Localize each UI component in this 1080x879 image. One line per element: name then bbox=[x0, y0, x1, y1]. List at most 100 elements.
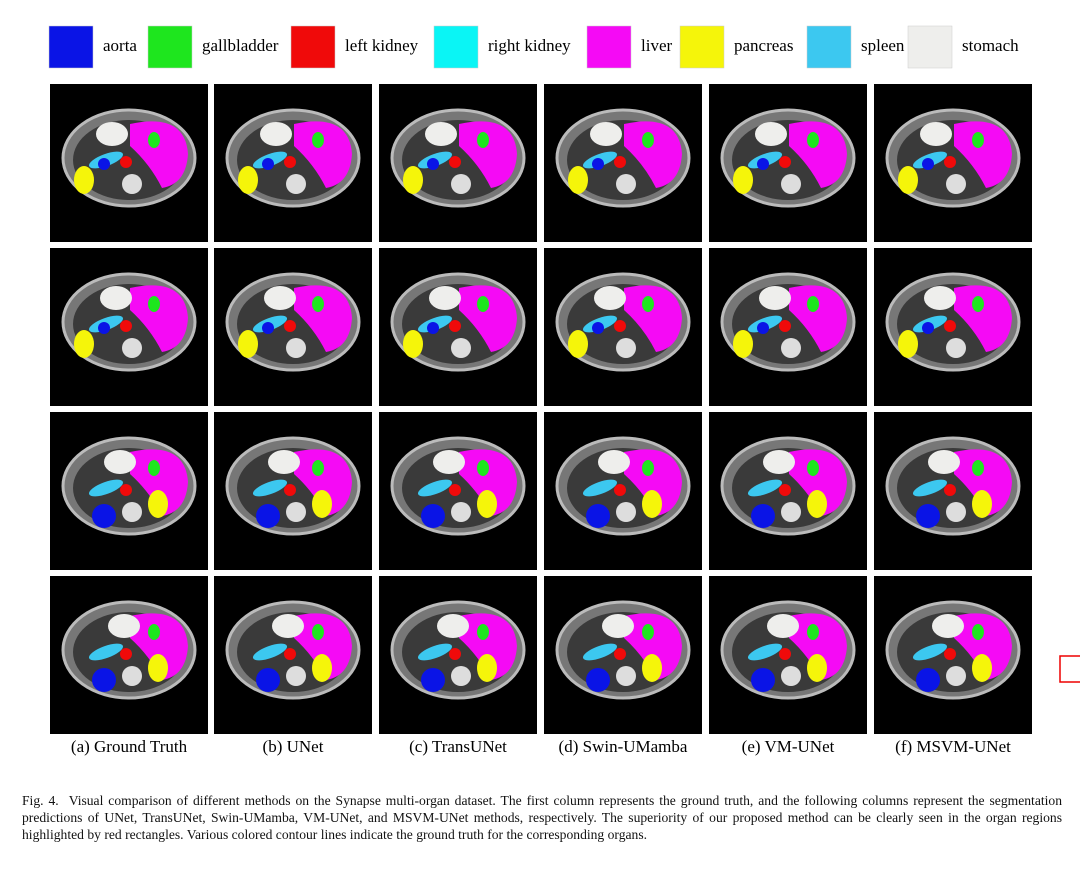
organ-aorta bbox=[427, 322, 439, 334]
organ-kidney bbox=[779, 156, 791, 168]
organ-liver bbox=[954, 121, 1012, 188]
organ-stomach bbox=[924, 286, 956, 310]
organ-aorta bbox=[256, 668, 280, 692]
organ-stomach bbox=[429, 286, 461, 310]
spine bbox=[451, 338, 471, 358]
organ-pancreas bbox=[312, 490, 332, 518]
organ-spleen bbox=[747, 479, 783, 497]
organ-kidney bbox=[120, 320, 132, 332]
ct-image bbox=[709, 412, 1000, 570]
legend-swatch bbox=[147, 25, 193, 69]
organ-kidney bbox=[614, 648, 626, 660]
legend-swatch bbox=[48, 25, 94, 69]
organ-stomach bbox=[108, 614, 140, 638]
organ-stomach bbox=[759, 286, 791, 310]
organ-spleen bbox=[417, 479, 453, 497]
organ-kidney bbox=[614, 156, 626, 168]
organ-stomach bbox=[260, 122, 292, 146]
ct-image bbox=[709, 84, 982, 242]
spine bbox=[781, 666, 801, 686]
spine bbox=[451, 174, 471, 194]
organ-stomach bbox=[590, 122, 622, 146]
organ-spleen bbox=[417, 643, 453, 661]
organ-gallbladder bbox=[477, 624, 489, 640]
caption-label: Fig. 4. bbox=[22, 793, 59, 808]
legend-label: spleen bbox=[861, 36, 905, 55]
organ-liver bbox=[459, 285, 517, 352]
spine bbox=[286, 666, 306, 686]
organ-aorta bbox=[592, 322, 604, 334]
spine bbox=[946, 666, 966, 686]
highlight-box bbox=[1059, 655, 1080, 683]
column-label: (f) MSVM-UNet bbox=[895, 737, 1011, 756]
organ-stomach bbox=[602, 614, 634, 638]
organ-aorta bbox=[586, 668, 610, 692]
spine bbox=[781, 502, 801, 522]
organ-pancreas bbox=[74, 330, 94, 358]
organ-aorta bbox=[757, 158, 769, 170]
legend-swatch bbox=[586, 25, 632, 69]
spine bbox=[451, 666, 471, 686]
organ-pancreas bbox=[568, 330, 588, 358]
organ-kidney bbox=[284, 484, 296, 496]
organ-stomach bbox=[268, 450, 300, 474]
spine bbox=[616, 502, 636, 522]
column-label: (a) Ground Truth bbox=[71, 737, 188, 756]
ct-image bbox=[379, 84, 652, 242]
organ-pancreas bbox=[403, 330, 423, 358]
organ-aorta bbox=[421, 504, 445, 528]
organ-liver bbox=[130, 285, 188, 352]
organ-aorta bbox=[256, 504, 280, 528]
organ-stomach bbox=[264, 286, 296, 310]
organ-pancreas bbox=[74, 166, 94, 194]
organ-stomach bbox=[920, 122, 952, 146]
organ-aorta bbox=[421, 668, 445, 692]
organ-liver bbox=[954, 449, 1012, 516]
ct-image bbox=[709, 248, 978, 406]
organ-liver bbox=[624, 613, 682, 680]
organ-liver bbox=[624, 449, 682, 516]
legend-swatch bbox=[679, 25, 725, 69]
organ-pancreas bbox=[898, 330, 918, 358]
ct-image bbox=[50, 248, 208, 406]
ct-image bbox=[874, 576, 1080, 734]
spine bbox=[946, 338, 966, 358]
organ-gallbladder bbox=[972, 132, 984, 148]
organ-liver bbox=[294, 449, 352, 516]
organ-kidney bbox=[449, 156, 461, 168]
legend-swatch bbox=[806, 25, 852, 69]
organ-aorta bbox=[922, 322, 934, 334]
ct-image bbox=[50, 412, 208, 570]
organ-kidney bbox=[944, 156, 956, 168]
organ-liver bbox=[294, 121, 352, 188]
organ-pancreas bbox=[568, 166, 588, 194]
organ-gallbladder bbox=[807, 624, 819, 640]
organ-aorta bbox=[751, 668, 775, 692]
ct-image bbox=[214, 576, 497, 734]
organ-liver bbox=[789, 121, 847, 188]
organ-stomach bbox=[104, 450, 136, 474]
organ-liver bbox=[789, 285, 847, 352]
spine bbox=[616, 338, 636, 358]
organ-pancreas bbox=[312, 654, 332, 682]
organ-gallbladder bbox=[807, 296, 819, 312]
spine bbox=[946, 502, 966, 522]
organ-kidney bbox=[614, 320, 626, 332]
organ-aorta bbox=[92, 668, 116, 692]
spine bbox=[122, 174, 142, 194]
organ-pancreas bbox=[898, 166, 918, 194]
spine bbox=[122, 666, 142, 686]
organ-liver bbox=[459, 449, 517, 516]
organ-aorta bbox=[98, 322, 110, 334]
spine bbox=[781, 338, 801, 358]
organ-gallbladder bbox=[148, 624, 160, 640]
organ-gallbladder bbox=[148, 296, 160, 312]
organ-liver bbox=[130, 613, 188, 680]
organ-aorta bbox=[262, 322, 274, 334]
organ-gallbladder bbox=[642, 624, 654, 640]
organ-kidney bbox=[614, 484, 626, 496]
organ-pancreas bbox=[733, 330, 753, 358]
organ-aorta bbox=[262, 158, 274, 170]
organ-pancreas bbox=[238, 166, 258, 194]
